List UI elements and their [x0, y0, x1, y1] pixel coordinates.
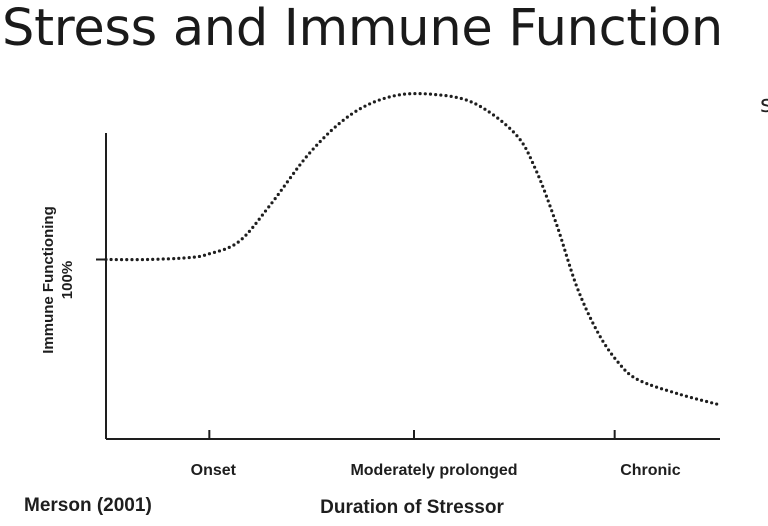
x-ticks — [208, 430, 616, 439]
source-citation: Merson (2001) — [24, 495, 152, 516]
y-reference-label: 100% — [59, 261, 76, 299]
x-axis-label: Duration of Stressor — [320, 497, 504, 518]
x-tick-label: Moderately prolonged — [350, 462, 517, 479]
x-tick-label: Chronic — [620, 462, 681, 479]
series-line-immune-functioning — [104, 91, 722, 407]
x-tick-label: Onset — [191, 462, 237, 479]
x-tick-labels: Onset Moderately prolonged Chronic — [191, 462, 681, 479]
cropped-edge-text: s — [760, 90, 768, 118]
chart-axes — [105, 133, 720, 440]
slide-title: Stress and Immune Function — [2, 0, 723, 58]
y-axis-label: Immune Functioning — [40, 206, 57, 354]
